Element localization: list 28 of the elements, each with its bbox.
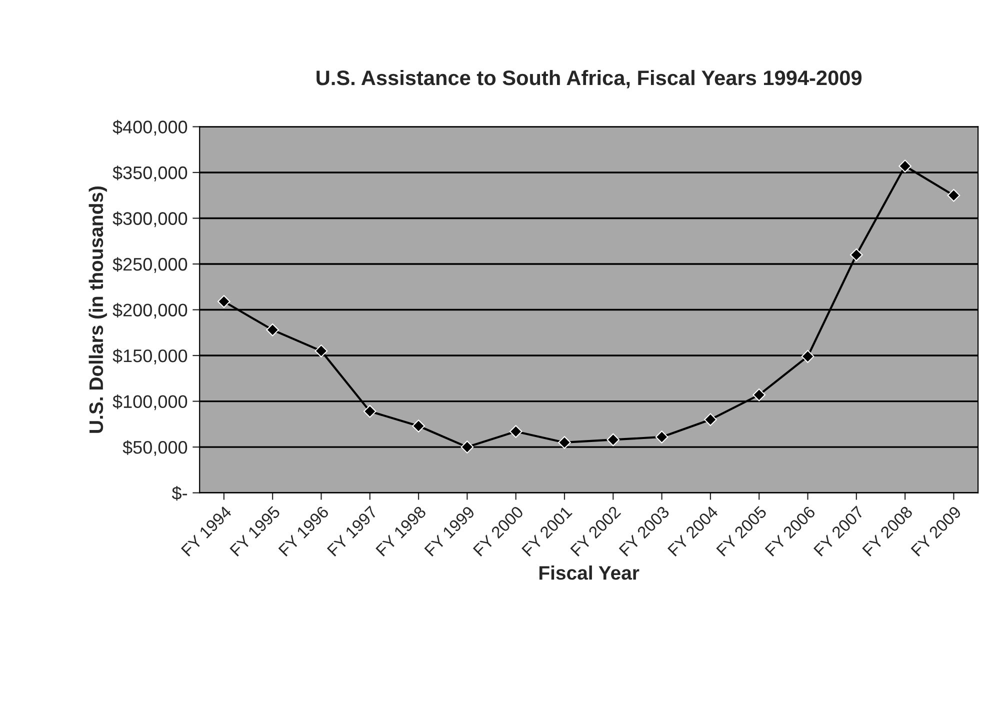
point bbox=[850, 248, 863, 262]
y-tick-label: $150,000 bbox=[112, 348, 188, 364]
y-tick-label: $350,000 bbox=[112, 166, 188, 182]
y-axis-title: U.S. Dollars (in thousands) bbox=[88, 186, 107, 433]
point bbox=[314, 344, 328, 358]
point bbox=[704, 413, 717, 426]
point bbox=[801, 350, 814, 363]
y-tick-label: $300,000 bbox=[112, 211, 188, 228]
y-tick-label: $400,000 bbox=[112, 120, 188, 136]
point bbox=[509, 425, 522, 438]
y-tick-label: $250,000 bbox=[112, 257, 188, 273]
point bbox=[606, 433, 620, 446]
point bbox=[218, 295, 230, 308]
y-tick-label: $- bbox=[172, 486, 187, 501]
point bbox=[898, 160, 912, 172]
point bbox=[655, 430, 668, 444]
point bbox=[752, 388, 766, 402]
y-tick-label: $100,000 bbox=[112, 394, 188, 410]
point bbox=[460, 440, 474, 454]
point bbox=[558, 436, 571, 449]
point bbox=[363, 404, 376, 418]
point bbox=[266, 323, 279, 336]
x-axis-title: Fiscal Year bbox=[539, 565, 640, 580]
y-tick-label: $50,000 bbox=[122, 440, 188, 456]
y-tick-label: $200,000 bbox=[112, 302, 188, 319]
point bbox=[947, 188, 960, 202]
point bbox=[412, 420, 425, 432]
chart-title: U.S. Assistance to South Africa, Fiscal Years 1994-2009 bbox=[316, 70, 862, 88]
